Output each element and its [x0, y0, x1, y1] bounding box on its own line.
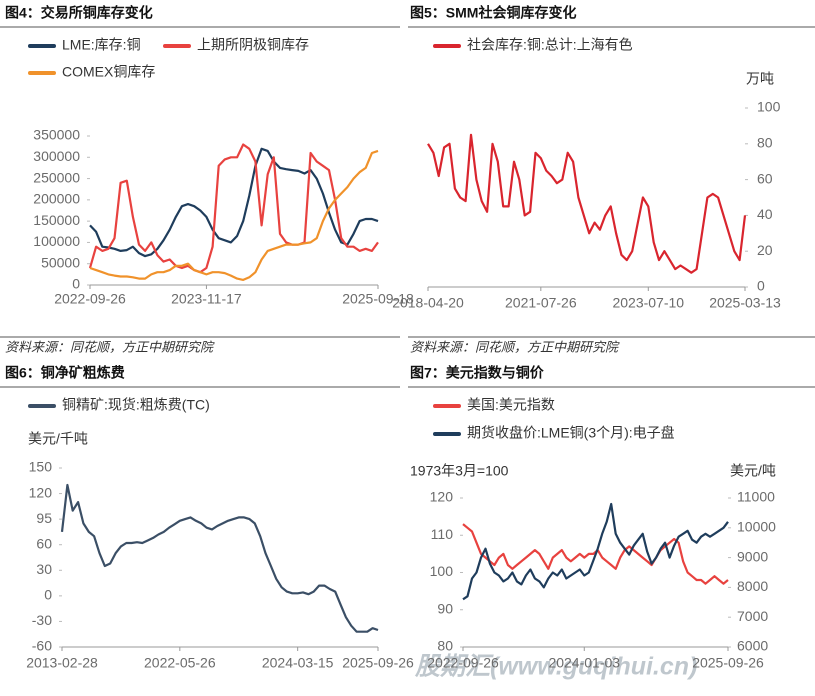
x-tick-label: 2025-09-26: [692, 655, 764, 671]
x-tick-label: 2025-09-18: [342, 291, 414, 307]
y-tick-label: 60: [757, 170, 773, 186]
y-tick-label: 100: [430, 563, 454, 579]
x-tick-label: 2025-03-13: [709, 295, 781, 311]
y2-tick-label: 8000: [737, 578, 768, 594]
y-tick-label: 95: [36, 510, 52, 526]
y-tick-label: 80: [757, 135, 773, 151]
series-line: [462, 502, 729, 601]
y2-tick-label: 10000: [737, 519, 776, 535]
y-tick-label: 110: [431, 526, 454, 542]
series-line: [89, 147, 379, 258]
watermark: 股期汇(www.guqihui.cn): [414, 653, 697, 681]
chart-title: 图4：交易所铜库存变化: [5, 5, 153, 21]
legend-label: 社会库存:铜:总计:上海有色: [467, 37, 633, 53]
x-tick-label: 2021-07-26: [505, 295, 577, 311]
y-tick-label: 90: [437, 600, 453, 616]
series-line: [60, 483, 379, 633]
legend-label: 铜精矿:现货:粗炼费(TC): [62, 397, 210, 413]
y-tick-label: -30: [32, 612, 52, 628]
y2-tick-label: 11000: [737, 489, 775, 505]
y2-tick-label: 7000: [737, 608, 768, 624]
x-tick-label: 2024-01-03: [548, 655, 620, 671]
x-tick-label: 2018-04-20: [392, 295, 464, 311]
x-tick-label: 2022-05-26: [144, 655, 216, 671]
x-tick-label: 2013-02-28: [26, 655, 98, 671]
y2-tick-label: 9000: [737, 548, 768, 564]
y-tick-label: 350000: [33, 127, 80, 143]
y-tick-label: 30: [36, 561, 52, 577]
y-axis-unit: 1973年3月=100: [410, 463, 509, 479]
y-tick-label: 250000: [33, 169, 80, 185]
x-tick-label: 2025-09-26: [342, 655, 414, 671]
x-tick-label: 2022-09-26: [427, 655, 499, 671]
y-tick-label: 100: [757, 99, 781, 115]
y2-axis-unit: 美元/吨: [730, 463, 776, 479]
series-line: [89, 149, 379, 281]
y-tick-label: 20: [757, 242, 773, 258]
y-tick-label: 0: [757, 278, 765, 294]
chart-title: 图5：SMM社会铜库存变化: [410, 5, 576, 21]
source-note: 资料来源：同花顺，方正中期研究院: [5, 339, 215, 354]
y-tick-label: 100000: [33, 233, 80, 249]
legend-label: 美国:美元指数: [467, 397, 555, 413]
y-axis-unit: 美元/千吨: [28, 431, 88, 447]
y-tick-label: 150: [29, 459, 53, 475]
y-tick-label: -60: [32, 638, 52, 654]
y-axis-unit: 万吨: [746, 71, 774, 87]
x-tick-label: 2023-07-10: [612, 295, 684, 311]
y2-tick-label: 6000: [737, 638, 768, 654]
chart-title: 图7：美元指数与铜价: [410, 365, 545, 381]
y-tick-label: 120: [29, 484, 53, 500]
y-tick-label: 0: [44, 587, 52, 603]
legend-label: COMEX铜库存: [62, 64, 155, 80]
y-tick-label: 120: [430, 489, 454, 505]
legend-label: 期货收盘价:LME铜(3个月):电子盘: [467, 425, 675, 441]
y-tick-label: 200000: [33, 191, 80, 207]
y-tick-label: 60: [36, 535, 52, 551]
y-tick-label: 80: [437, 638, 453, 654]
series-line: [427, 133, 747, 274]
x-tick-label: 2022-09-26: [54, 291, 126, 307]
y-tick-label: 300000: [33, 148, 80, 164]
y-tick-label: 40: [757, 206, 773, 222]
y-tick-label: 0: [72, 276, 80, 292]
x-tick-label: 2024-03-15: [262, 655, 334, 671]
source-note: 资料来源：同花顺，方正中期研究院: [410, 339, 620, 354]
chart-title: 图6：铜净矿粗炼费: [5, 365, 125, 381]
y-tick-label: 50000: [41, 254, 80, 270]
y-tick-label: 150000: [33, 212, 80, 228]
legend-label: LME:库存:铜: [62, 37, 141, 53]
series-line: [88, 143, 379, 274]
legend-label: 上期所阴极铜库存: [197, 37, 309, 53]
x-tick-label: 2023-11-17: [171, 291, 242, 307]
